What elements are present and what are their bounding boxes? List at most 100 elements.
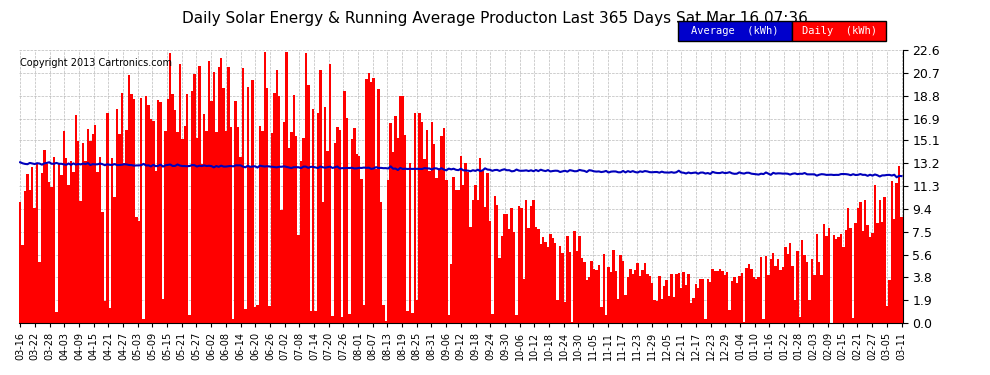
Bar: [34, 208, 36, 322]
Bar: [360, 179, 362, 322]
Bar: [462, 185, 464, 322]
Bar: [428, 171, 431, 322]
Bar: [653, 300, 655, 322]
Bar: [248, 167, 251, 322]
Bar: [859, 202, 861, 322]
Bar: [632, 274, 634, 322]
Bar: [341, 317, 344, 322]
Bar: [685, 285, 687, 322]
Bar: [397, 138, 399, 322]
Bar: [556, 300, 559, 322]
Bar: [218, 68, 220, 322]
Bar: [842, 247, 844, 322]
Bar: [813, 275, 816, 322]
Bar: [551, 238, 554, 322]
Bar: [717, 271, 719, 322]
Bar: [828, 228, 830, 322]
Bar: [436, 177, 438, 322]
Bar: [774, 267, 777, 322]
Bar: [26, 174, 29, 322]
Bar: [692, 298, 695, 322]
Bar: [424, 159, 426, 322]
Bar: [454, 190, 457, 322]
Bar: [801, 240, 804, 322]
Bar: [568, 252, 571, 322]
Bar: [295, 136, 297, 322]
Bar: [89, 141, 92, 322]
Bar: [52, 157, 55, 322]
Bar: [506, 214, 508, 322]
Bar: [651, 283, 653, 322]
Bar: [620, 255, 622, 322]
Bar: [605, 315, 607, 322]
Bar: [528, 228, 530, 322]
Bar: [655, 301, 658, 322]
Bar: [677, 273, 680, 322]
Bar: [588, 278, 590, 322]
Bar: [804, 255, 806, 322]
Bar: [590, 261, 593, 322]
Bar: [467, 172, 469, 322]
Bar: [554, 243, 556, 322]
Bar: [275, 70, 278, 322]
Bar: [353, 128, 355, 322]
Bar: [871, 233, 874, 322]
Bar: [263, 51, 266, 322]
Bar: [223, 88, 225, 322]
Bar: [92, 134, 94, 322]
Bar: [469, 227, 472, 322]
Bar: [48, 182, 50, 322]
Bar: [377, 89, 380, 322]
Bar: [157, 100, 159, 322]
Bar: [332, 316, 334, 322]
Bar: [322, 202, 324, 322]
Bar: [273, 93, 275, 322]
Bar: [181, 139, 183, 322]
Bar: [747, 264, 750, 322]
Bar: [544, 242, 546, 322]
Bar: [154, 171, 157, 322]
Bar: [668, 296, 670, 322]
Bar: [96, 172, 99, 322]
Bar: [438, 170, 441, 322]
Bar: [358, 156, 360, 322]
Bar: [576, 251, 578, 322]
Bar: [196, 138, 198, 322]
Bar: [271, 133, 273, 322]
Bar: [712, 269, 714, 322]
Bar: [484, 207, 486, 322]
Bar: [721, 271, 724, 322]
Bar: [714, 271, 717, 322]
Bar: [337, 127, 339, 322]
Bar: [704, 319, 707, 322]
Bar: [627, 277, 629, 322]
Bar: [191, 91, 193, 322]
Bar: [808, 300, 811, 322]
Bar: [607, 267, 610, 322]
Bar: [31, 167, 34, 322]
Bar: [600, 307, 603, 322]
Bar: [36, 163, 39, 322]
Bar: [518, 206, 520, 322]
Bar: [433, 144, 436, 322]
Bar: [888, 280, 891, 322]
Bar: [726, 272, 729, 322]
Bar: [878, 200, 881, 322]
Bar: [881, 222, 883, 322]
Bar: [665, 280, 668, 322]
Bar: [854, 223, 856, 322]
Bar: [82, 143, 84, 322]
Bar: [77, 141, 79, 322]
Bar: [523, 279, 525, 322]
Bar: [143, 320, 145, 322]
Bar: [697, 288, 699, 322]
Bar: [242, 68, 245, 322]
Bar: [409, 163, 411, 322]
Bar: [593, 269, 595, 322]
Bar: [346, 118, 348, 322]
Bar: [161, 299, 164, 322]
Bar: [329, 64, 332, 322]
Bar: [65, 158, 67, 322]
Bar: [764, 256, 767, 322]
Bar: [193, 74, 196, 322]
